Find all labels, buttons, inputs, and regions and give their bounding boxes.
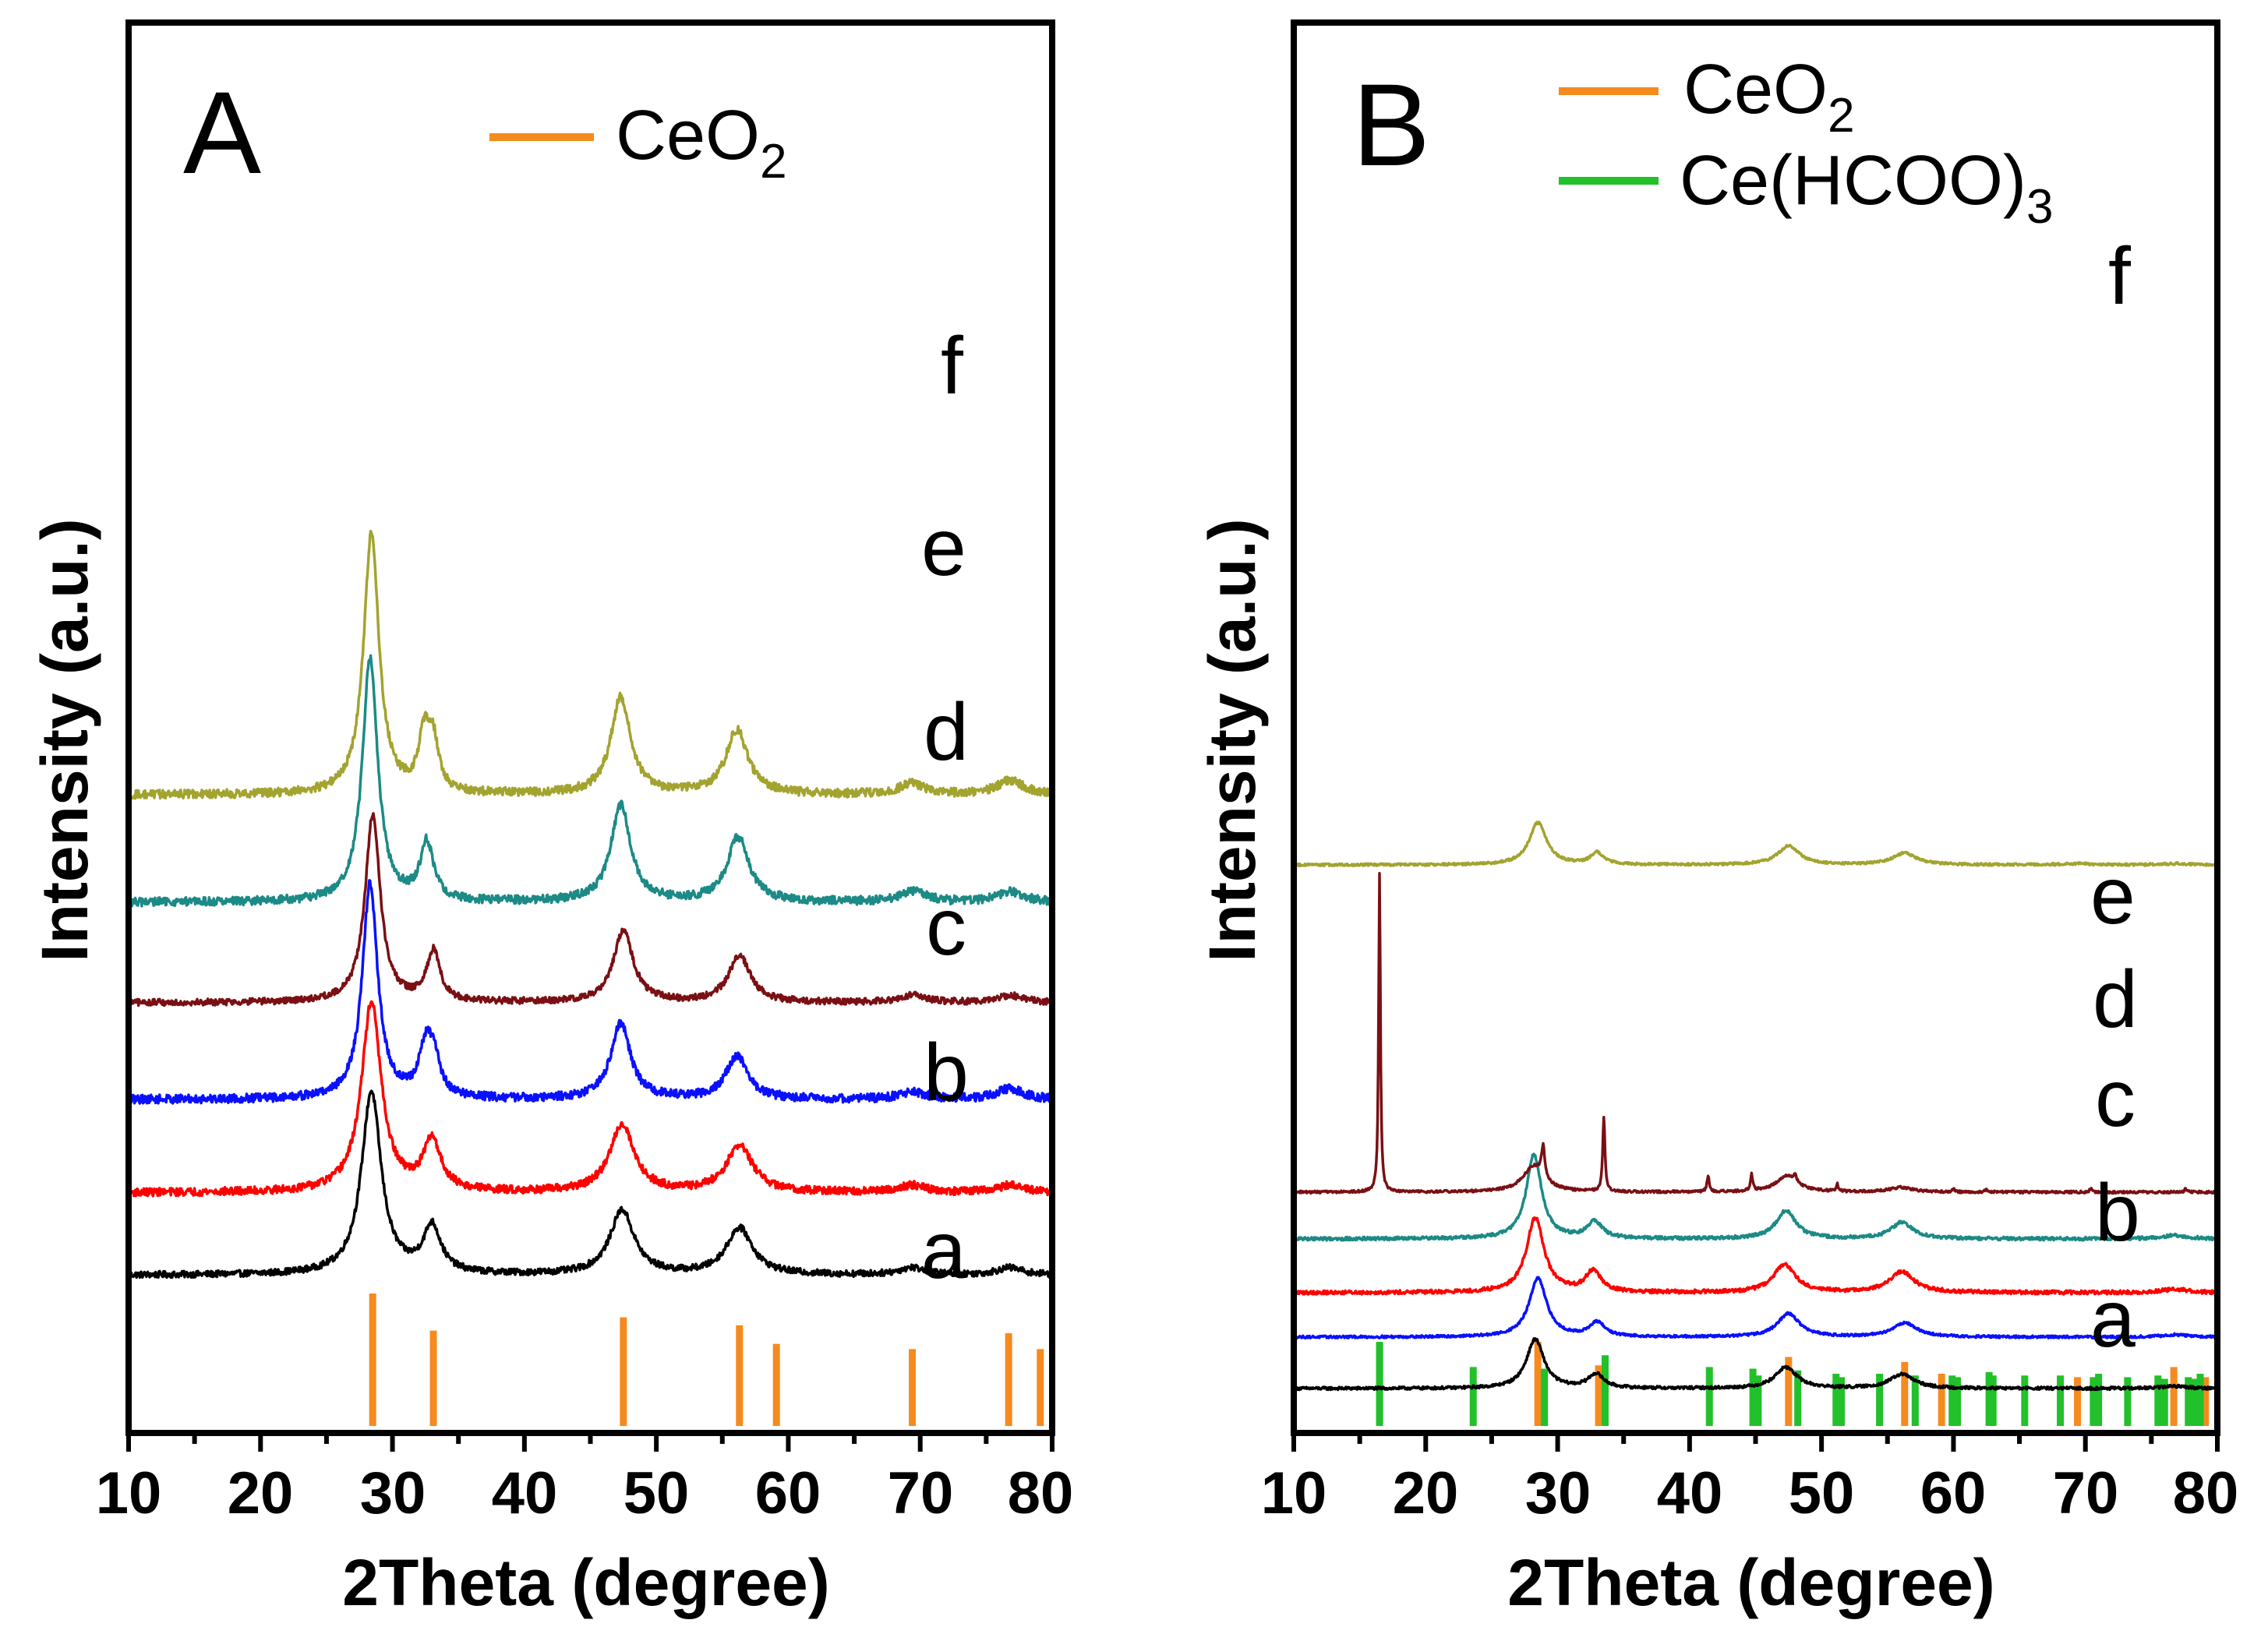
curve-label-a: a — [921, 1205, 966, 1296]
tick-label: 70 — [2053, 1460, 2119, 1526]
xrd-curve-b — [1293, 1276, 2219, 1340]
curve-label-f: f — [2108, 231, 2132, 322]
curve-label-b: b — [2095, 1168, 2140, 1258]
panel-b-x-ticks — [1291, 1433, 2220, 1452]
xrd-curve-d — [127, 812, 1054, 1008]
xrd-curve-b — [127, 1000, 1054, 1198]
panel-a-reference-lines — [369, 1293, 1044, 1426]
panel-b-curve-labels: a b c d e f — [2090, 231, 2140, 1364]
panel-b-legend: CeO2 Ce(HCOO)3 — [1559, 51, 2053, 234]
panel-a-label: A — [183, 67, 261, 198]
tick-label: 50 — [624, 1460, 690, 1526]
legend-label-ceo2: CeO2 — [1683, 51, 1855, 143]
curve-label-a: a — [2090, 1274, 2136, 1364]
panel-b-x-axis-title: 2Theta (degree) — [1507, 1546, 1995, 1619]
tick-label: 10 — [1261, 1460, 1327, 1526]
panel-a-x-axis-title: 2Theta (degree) — [342, 1546, 830, 1619]
xrd-curve-f — [1292, 821, 2219, 868]
curve-label-e: e — [921, 503, 966, 593]
legend-label-ce-formate: Ce(HCOO)3 — [1680, 142, 2053, 234]
panel-a-y-axis-title: Intensity (a.u.) — [28, 518, 101, 962]
xrd-curve-c — [127, 879, 1054, 1105]
curve-label-c: c — [926, 882, 966, 972]
panel-b-curves — [1292, 821, 2219, 1392]
tick-label: 70 — [888, 1460, 954, 1526]
legend-label-ceo2: CeO2 — [616, 97, 787, 189]
tick-label: 80 — [1008, 1460, 1074, 1526]
curve-label-d: d — [2093, 955, 2138, 1045]
tick-label: 40 — [1657, 1460, 1723, 1526]
tick-label: 60 — [1920, 1460, 1987, 1526]
panel-b: 10 20 30 40 50 60 70 80 2Theta (degree) … — [1196, 19, 2239, 1619]
xrd-curve-a — [127, 1089, 1054, 1279]
curve-label-d: d — [924, 687, 969, 778]
curve-label-e: e — [2090, 851, 2136, 941]
legend-subscript: 2 — [1828, 89, 1854, 143]
legend-subscript: 2 — [760, 135, 786, 189]
panel-a: 10 20 30 40 50 60 70 80 2Theta (degree) … — [28, 19, 1074, 1619]
legend-subscript: 3 — [2026, 180, 2053, 234]
xrd-curve-c — [1292, 1216, 2219, 1296]
xrd-curve-e — [127, 654, 1054, 908]
panel-a-x-ticks — [126, 1433, 1055, 1452]
tick-label: 10 — [96, 1460, 162, 1526]
panel-b-label: B — [1352, 59, 1430, 190]
tick-label: 40 — [492, 1460, 558, 1526]
panel-a-x-tick-labels: 10 20 30 40 50 60 70 80 — [96, 1460, 1074, 1526]
tick-label: 30 — [1525, 1460, 1591, 1526]
xrd-curve-e — [1292, 872, 2219, 1195]
panel-a-frame — [125, 19, 1055, 1436]
tick-label: 60 — [755, 1460, 821, 1526]
tick-label: 30 — [360, 1460, 426, 1526]
tick-label: 20 — [228, 1460, 294, 1526]
panel-a-legend: CeO2 — [489, 97, 787, 189]
xrd-curve-d — [1292, 1152, 2218, 1242]
curve-label-f: f — [941, 321, 964, 411]
curve-label-b: b — [924, 1028, 969, 1118]
tick-label: 50 — [1789, 1460, 1855, 1526]
xrd-curve-f — [127, 529, 1054, 800]
panel-b-y-axis-title: Intensity (a.u.) — [1196, 518, 1269, 962]
panel-b-x-tick-labels: 10 20 30 40 50 60 70 80 — [1261, 1460, 2239, 1526]
tick-label: 20 — [1393, 1460, 1459, 1526]
panel-a-curves — [127, 529, 1054, 1279]
xrd-curve-a — [1292, 1337, 2219, 1392]
panel-a-curve-labels: a b c d e f — [921, 321, 969, 1296]
panel-b-frame — [1291, 19, 2220, 1436]
curve-label-c: c — [2095, 1053, 2136, 1144]
tick-label: 80 — [2173, 1460, 2239, 1526]
